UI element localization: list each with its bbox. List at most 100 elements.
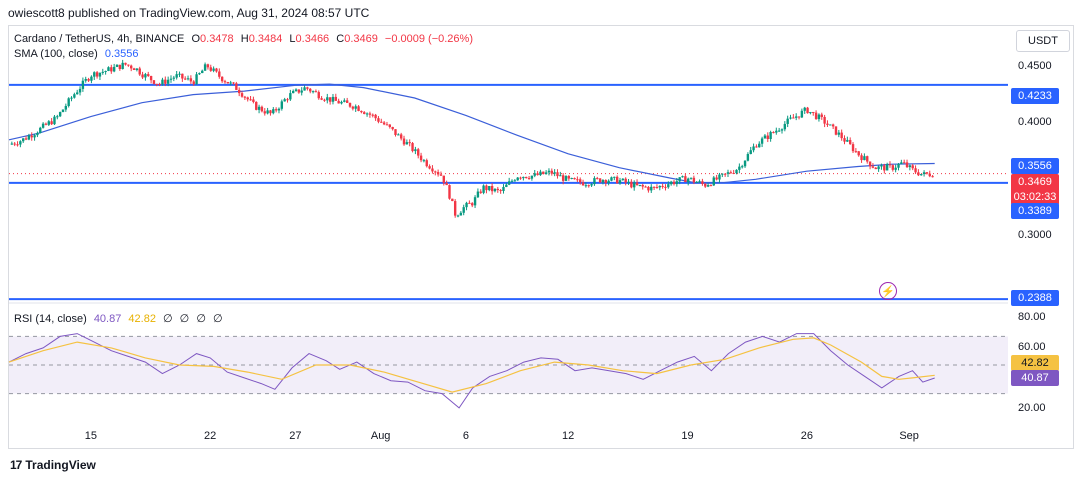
candle [553,169,556,177]
candle-body [36,132,39,136]
candle-body [44,123,48,125]
candle [922,170,926,177]
candle [220,76,224,83]
candle [294,88,298,92]
candle [678,177,681,185]
candle-body [860,155,863,161]
candle [223,79,227,84]
candle [195,71,198,85]
candle-body [255,101,258,110]
candle-body [81,80,85,89]
candle [314,89,318,93]
currency-selector[interactable]: USDT [1016,30,1070,52]
candle [885,162,889,171]
x-tick-7: 26 [800,430,813,442]
candle [414,146,417,155]
candle [593,176,596,186]
candle [863,153,866,161]
candle-body [931,176,934,178]
candle-body [377,118,380,122]
candle [897,163,900,171]
candle-body [112,66,116,72]
candle [192,80,195,86]
candle-body [527,178,531,180]
candle-body [584,185,588,187]
candle-body [70,97,73,99]
candle [417,147,420,159]
candle-body [488,186,491,191]
candle [698,179,701,183]
candle-body [522,176,525,179]
rsi-ma-value: 42.82 [128,313,156,325]
candle [81,77,85,92]
sma-legend[interactable]: SMA (100, close) 0.3556 [14,48,142,60]
rsi-legend[interactable]: RSI (14, close) 40.87 42.82 ∅ ∅ ∅ ∅ [14,312,227,325]
candle-body [263,111,266,114]
candle [249,95,252,101]
candle-body [857,151,860,156]
candle [357,105,360,112]
candle-body [473,197,477,206]
candle-body [272,109,275,114]
candle [775,127,778,135]
candle [41,122,45,129]
candle [300,87,303,96]
candle-body [226,82,230,84]
candle [164,76,167,87]
candle [729,170,733,174]
candle [857,150,860,157]
candle [476,188,480,199]
candle [843,135,846,145]
candle [848,137,852,145]
candle-body [530,175,534,179]
candle [490,183,494,195]
candle-body [496,188,500,191]
support-price-tag: 0.3389 [1011,203,1059,219]
candle [604,179,607,187]
candle [920,174,923,176]
candle-body [16,144,19,146]
candle-body [647,187,650,191]
candle [658,185,661,191]
candle-body [485,185,488,191]
candle-body [98,72,102,77]
candle-body [201,70,204,74]
candle [283,97,286,102]
candle [67,97,70,108]
candle-body [149,75,153,81]
candle-body [490,186,494,192]
candle [263,108,266,116]
candle [260,105,264,113]
candle-body [121,62,124,70]
candle [633,180,636,191]
lightning-icon[interactable]: ⚡ [879,282,897,300]
candle [320,96,323,101]
candle-body [260,106,264,112]
candle-body [67,98,70,106]
candle-body [519,177,522,179]
candle [445,180,448,186]
candle-body [348,102,352,107]
x-tick-1: 22 [204,430,217,442]
candle-body [834,126,838,135]
candle-body [596,178,599,180]
candle [559,171,562,177]
candle [266,107,269,115]
candle-body [161,79,164,85]
candle [868,161,872,170]
candle-body [539,171,542,176]
candle-body [61,109,65,113]
candle [783,121,787,132]
candle [635,179,639,186]
candle-body [706,185,710,187]
candle [496,186,500,193]
candle [755,144,758,148]
candle-body [681,176,684,178]
candle-body [635,182,639,186]
candle [186,75,190,81]
candle [527,176,531,180]
candle-body [905,162,909,168]
candle-body [240,93,244,97]
candle [650,184,653,193]
